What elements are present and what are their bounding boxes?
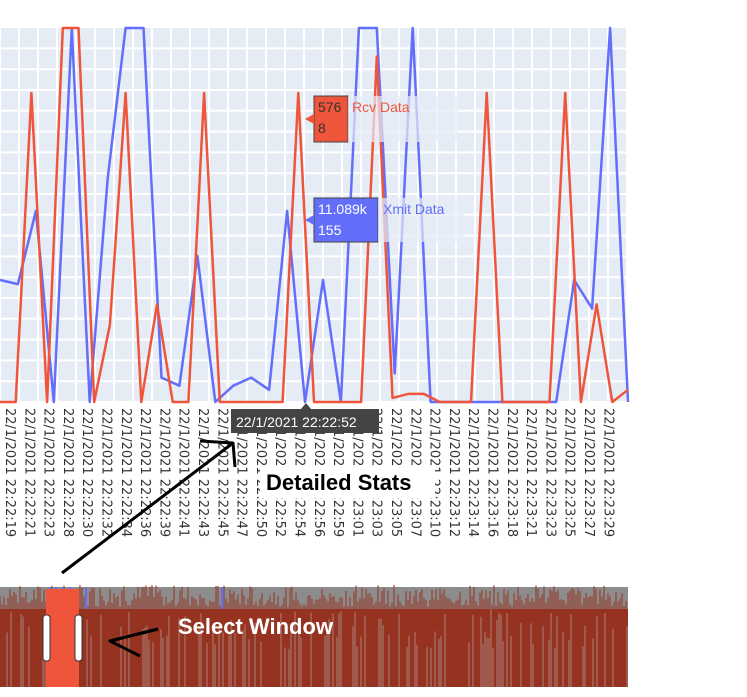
detailed-stats-annotation: Detailed Stats [61,439,435,575]
rcv-data-line [0,26,629,404]
hover-xmit-box [313,197,379,243]
hover-xmit-value2: 155 [318,222,342,238]
x-tick-label: 22/1/2021 22:22:41 [176,408,191,537]
x-tick-label: 22/1/2021 22:23:16 [485,408,500,537]
x-tick-label: 22/1/2021 22:22:32 [99,408,114,537]
x-tick-label: 22/1/2021 22:23:21 [523,408,538,537]
detailed-stats-label-bg [260,466,435,498]
x-axis-ticks: 22/1/2021 22:22:19 22/1/2021 22:22:21 22/1… [2,408,615,537]
x-tick-label: 22/1/2021 22:22:23 [41,408,56,537]
hover-x-label: 22/1/2021 22:22:52 [231,403,379,433]
hover-rcv-name: Rcv Data [352,99,410,115]
select-window-arrow-shaft [109,627,159,643]
range-selector[interactable] [0,584,628,687]
x-tick-label: 22/1/2021 22:22:19 [2,408,17,537]
hover-x-pointer [301,403,311,409]
hover-rcv-value2: 8 [318,120,326,136]
x-tick-label: 22/1/2021 22:22:43 [195,408,210,537]
x-tick-label: 22/1/2021 22:22:34 [118,408,133,537]
detailed-stats-label: Detailed Stats [266,470,412,495]
hover-xmit-value1: 11.089k [318,201,368,217]
x-tick-label: 22/1/2021 22:22:39 [156,408,171,537]
range-selector-left-handle[interactable] [42,614,51,662]
hover-xmit: 11.089k 155 Xmit Data [305,197,464,243]
detailed-stats-arrow-head [199,439,237,468]
range-selector-band [0,587,628,609]
hover-x-box [231,409,379,433]
x-tick-label: 22/1/2021 22:23:29 [600,408,615,537]
x-tick-label: 22/1/2021 22:23:14 [465,408,480,537]
detailed-stats-arrow-line [61,441,234,575]
hover-x-text: 22/1/2021 22:22:52 [236,414,357,430]
x-tick-label: 22/1/2021 22:22:30 [79,408,94,537]
hover-rcv-pointer [305,114,314,124]
series-lines [0,26,630,404]
hover-xmit-name-bg [378,198,464,242]
x-tick-group: 22/1/2021 22:22:19 22/1/2021 22:22:21 22/1… [2,408,615,537]
x-tick-label: 22/1/2021 22:23:23 [542,408,557,537]
hover-rcv-value1: 576 [318,99,342,115]
x-tick-label: 22/1/2021 22:23:12 [446,408,461,537]
x-tick-label: 22/1/2021 22:22:21 [21,408,36,537]
x-tick-label: 22/1/2021 22:22:45 [214,408,229,537]
x-tick-label: 22/1/2021 22:22:36 [137,408,152,537]
select-window-annotation: Select Window [108,614,334,658]
x-tick-label: 22/1/2021 22:23:25 [562,408,577,537]
hover-xmit-name: Xmit Data [383,201,445,217]
hover-rcv: 576 8 Rcv Data [305,95,458,143]
x-tick-label: 22/1/2021 22:23:27 [581,408,596,537]
range-selector-right-handle[interactable] [74,614,83,662]
range-selector-bar [0,609,628,687]
x-tick-label: 22/1/2021 22:23:18 [504,408,519,537]
select-window-label: Select Window [178,614,334,639]
hover-rcv-name-bg [348,96,458,142]
range-selector-window[interactable] [46,589,79,687]
hover-xmit-pointer [305,215,314,225]
x-tick-label: 22/1/2021 22:22:28 [60,408,75,537]
x-tick-label: 22/1/2021 22:22:47 [234,408,249,537]
